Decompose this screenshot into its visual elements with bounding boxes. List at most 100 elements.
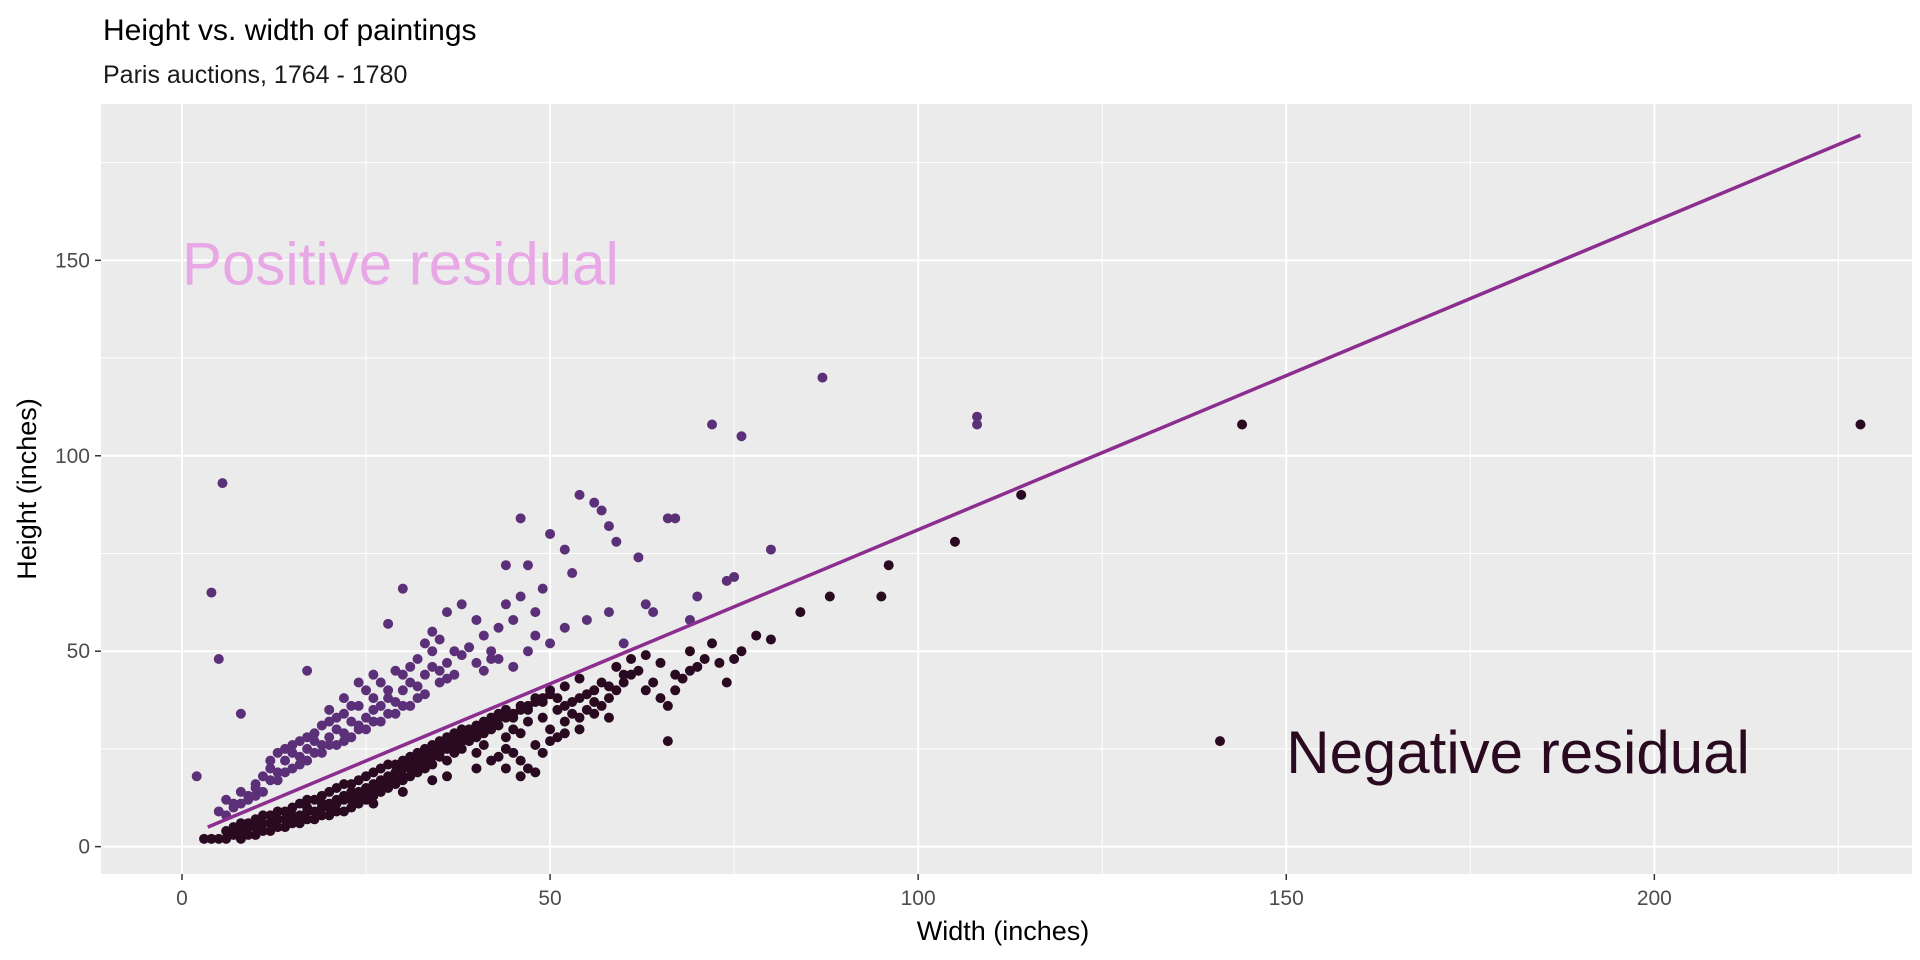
- point-negative-residual: [449, 736, 460, 747]
- point-negative-residual: [508, 747, 519, 758]
- point-negative-residual: [405, 759, 416, 770]
- point-negative-residual: [456, 743, 467, 754]
- point-positive-residual: [257, 786, 268, 797]
- annotation-positive-residual: Positive residual: [182, 230, 619, 297]
- point-positive-residual: [250, 790, 261, 801]
- point-negative-residual: [537, 747, 548, 758]
- point-negative-residual: [721, 677, 732, 688]
- point-negative-residual: [412, 747, 423, 758]
- point-positive-residual: [721, 575, 732, 586]
- point-negative-residual: [655, 657, 666, 668]
- point-negative-residual: [559, 716, 570, 727]
- point-negative-residual: [390, 771, 401, 782]
- point-negative-residual: [397, 786, 408, 797]
- point-positive-residual: [302, 755, 313, 766]
- point-negative-residual: [338, 790, 349, 801]
- point-positive-residual: [287, 747, 298, 758]
- point-negative-residual: [522, 763, 533, 774]
- point-positive-residual: [662, 513, 673, 524]
- point-negative-residual: [677, 673, 688, 684]
- point-positive-residual: [346, 732, 357, 743]
- point-negative-residual: [1016, 489, 1027, 500]
- point-negative-residual: [302, 802, 313, 813]
- point-negative-residual: [353, 775, 364, 786]
- point-negative-residual: [508, 724, 519, 735]
- point-negative-residual: [493, 712, 504, 723]
- point-negative-residual: [361, 771, 372, 782]
- point-positive-residual: [581, 614, 592, 625]
- point-negative-residual: [596, 700, 607, 711]
- point-negative-residual: [662, 700, 673, 711]
- point-negative-residual: [199, 833, 210, 844]
- point-positive-residual: [449, 669, 460, 680]
- point-positive-residual: [419, 669, 430, 680]
- point-negative-residual: [552, 704, 563, 715]
- point-positive-residual: [545, 638, 556, 649]
- point-negative-residual: [522, 716, 533, 727]
- point-positive-residual: [228, 798, 239, 809]
- point-negative-residual: [294, 798, 305, 809]
- point-positive-residual: [287, 740, 298, 751]
- point-negative-residual: [375, 786, 386, 797]
- point-positive-residual: [442, 607, 453, 618]
- point-negative-residual: [427, 775, 438, 786]
- y-tick-label: 150: [55, 249, 90, 272]
- point-negative-residual: [397, 763, 408, 774]
- point-positive-residual: [427, 646, 438, 657]
- point-negative-residual: [478, 728, 489, 739]
- point-positive-residual: [530, 630, 541, 641]
- point-positive-residual: [471, 657, 482, 668]
- x-tick-label: 100: [901, 887, 936, 910]
- point-negative-residual: [346, 802, 357, 813]
- point-negative-residual: [626, 654, 637, 665]
- point-positive-residual: [353, 700, 364, 711]
- point-positive-residual: [486, 654, 497, 665]
- point-negative-residual: [412, 755, 423, 766]
- point-positive-residual: [434, 665, 445, 676]
- point-negative-residual: [603, 693, 614, 704]
- point-negative-residual: [515, 704, 526, 715]
- point-negative-residual: [368, 767, 379, 778]
- point-negative-residual: [294, 810, 305, 821]
- point-negative-residual: [537, 693, 548, 704]
- point-negative-residual: [949, 536, 960, 547]
- point-negative-residual: [243, 822, 254, 833]
- point-positive-residual: [287, 763, 298, 774]
- point-negative-residual: [235, 818, 246, 829]
- point-positive-residual: [419, 638, 430, 649]
- point-negative-residual: [309, 814, 320, 825]
- point-negative-residual: [515, 755, 526, 766]
- point-negative-residual: [228, 822, 239, 833]
- point-negative-residual: [206, 833, 217, 844]
- y-tick-label: 50: [67, 640, 90, 663]
- point-positive-residual: [235, 786, 246, 797]
- point-positive-residual: [633, 552, 644, 563]
- x-tick-label: 0: [176, 887, 188, 910]
- point-positive-residual: [545, 528, 556, 539]
- point-positive-residual: [707, 419, 718, 430]
- point-negative-residual: [375, 779, 386, 790]
- point-positive-residual: [331, 724, 342, 735]
- point-positive-residual: [265, 755, 276, 766]
- point-negative-residual: [640, 650, 651, 661]
- point-negative-residual: [699, 654, 710, 665]
- point-negative-residual: [714, 657, 725, 668]
- point-negative-residual: [412, 767, 423, 778]
- point-negative-residual: [596, 677, 607, 688]
- point-positive-residual: [640, 599, 651, 610]
- point-negative-residual: [574, 724, 585, 735]
- point-negative-residual: [662, 736, 673, 747]
- point-positive-residual: [530, 607, 541, 618]
- point-positive-residual: [383, 693, 394, 704]
- point-positive-residual: [331, 740, 342, 751]
- chart-title: Height vs. width of paintings: [103, 14, 477, 47]
- point-negative-residual: [383, 783, 394, 794]
- point-negative-residual: [765, 634, 776, 645]
- point-positive-residual: [692, 591, 703, 602]
- point-negative-residual: [537, 712, 548, 723]
- point-positive-residual: [294, 759, 305, 770]
- point-negative-residual: [515, 728, 526, 739]
- point-negative-residual: [500, 704, 511, 715]
- point-negative-residual: [397, 771, 408, 782]
- point-positive-residual: [412, 654, 423, 665]
